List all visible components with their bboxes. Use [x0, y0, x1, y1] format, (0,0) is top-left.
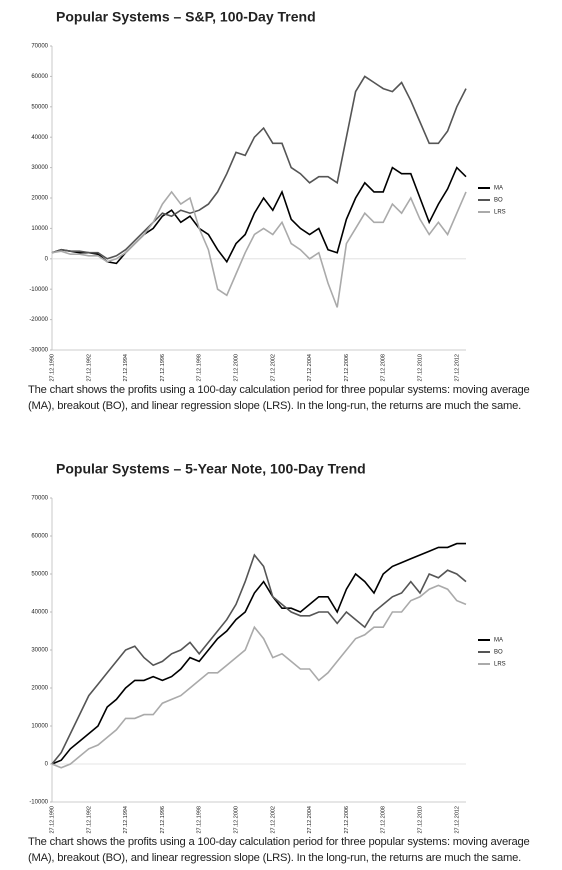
x-tick-label: 27.12.2004: [307, 806, 313, 834]
series-line: [51, 75, 467, 260]
series-line: [51, 553, 467, 765]
y-tick-label: 40000: [31, 135, 48, 141]
legend-label: LRS: [494, 210, 506, 216]
x-tick-label: 27.12.2000: [233, 806, 239, 834]
y-tick-label: 60000: [31, 534, 48, 540]
x-tick-label: 27.12.2006: [344, 806, 350, 834]
y-tick-label: 10000: [31, 724, 48, 730]
x-tick-label: 27.12.1994: [123, 354, 129, 382]
caption: The chart shows the profits using a 100-…: [28, 384, 530, 412]
y-tick-label: 20000: [31, 686, 48, 692]
legend-label: MA: [494, 638, 503, 644]
legend-label: MA: [494, 186, 503, 192]
x-tick-label: 27.12.1998: [197, 354, 203, 382]
y-tick-label: 60000: [31, 74, 48, 80]
y-tick-label: 10000: [31, 226, 48, 232]
chart-title: Popular Systems – S&P, 100-Day Trend: [56, 9, 316, 25]
x-tick-label: 27.12.2010: [417, 354, 423, 382]
x-tick-label: 27.12.2002: [270, 354, 276, 382]
legend-label: BO: [494, 650, 503, 656]
x-tick-label: 27.12.2010: [417, 806, 423, 834]
y-tick-label: 40000: [31, 610, 48, 616]
legend-label: BO: [494, 198, 503, 204]
y-tick-label: 50000: [31, 572, 48, 578]
x-tick-label: 27.12.1990: [49, 354, 55, 382]
x-tick-label: 27.12.1992: [86, 806, 92, 834]
x-tick-label: 27.12.2002: [270, 806, 276, 834]
x-tick-label: 27.12.2008: [381, 354, 387, 382]
y-tick-label: 0: [45, 256, 49, 262]
y-tick-label: 0: [45, 762, 49, 768]
series-line: [51, 584, 467, 769]
x-tick-label: 27.12.1996: [160, 354, 166, 382]
series-line: [51, 542, 466, 765]
x-tick-label: 27.12.2006: [344, 354, 350, 382]
y-tick-label: -20000: [29, 317, 48, 323]
x-tick-label: 27.12.2004: [307, 354, 313, 382]
x-tick-label: 27.12.1998: [197, 806, 203, 834]
y-tick-label: 20000: [31, 196, 48, 202]
y-tick-label: -30000: [29, 348, 48, 354]
x-tick-label: 27.12.2000: [233, 354, 239, 382]
x-tick-label: 27.12.1996: [160, 806, 166, 834]
y-tick-label: -10000: [29, 287, 48, 293]
chart-title: Popular Systems – 5-Year Note, 100-Day T…: [56, 461, 366, 477]
y-tick-label: 50000: [31, 104, 48, 110]
x-tick-label: 27.12.2012: [454, 354, 460, 382]
caption: The chart shows the profits using a 100-…: [28, 836, 530, 864]
x-tick-label: 27.12.1994: [123, 806, 129, 834]
series-line: [51, 166, 467, 265]
x-tick-label: 27.12.2008: [381, 806, 387, 834]
y-tick-label: 30000: [31, 165, 48, 171]
y-tick-label: 70000: [31, 44, 48, 50]
series-line: [51, 190, 467, 308]
chart: Popular Systems – 5-Year Note, 100-Day T…: [29, 461, 506, 834]
legend-label: LRS: [494, 662, 506, 668]
y-tick-label: 70000: [31, 496, 48, 502]
y-tick-label: 30000: [31, 648, 48, 654]
x-tick-label: 27.12.2012: [454, 806, 460, 834]
x-tick-label: 27.12.1990: [49, 806, 55, 834]
x-tick-label: 27.12.1992: [86, 354, 92, 382]
chart: Popular Systems – S&P, 100-Day Trend -300…: [29, 9, 506, 382]
y-tick-label: -10000: [29, 800, 48, 806]
